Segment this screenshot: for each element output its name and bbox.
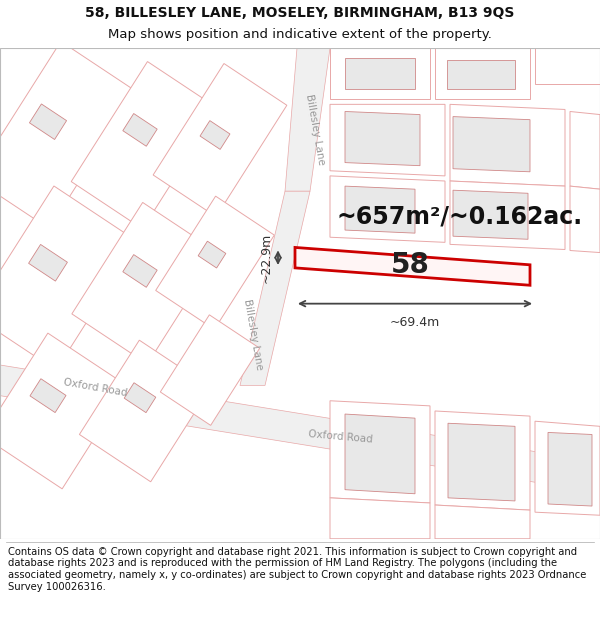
Polygon shape [79,340,211,482]
Polygon shape [450,104,565,186]
Polygon shape [453,190,528,239]
Polygon shape [124,382,156,412]
Polygon shape [435,505,530,539]
Polygon shape [330,498,430,539]
Polygon shape [345,186,415,233]
Text: 58, BILLESLEY LANE, MOSELEY, BIRMINGHAM, B13 9QS: 58, BILLESLEY LANE, MOSELEY, BIRMINGHAM,… [85,6,515,20]
Polygon shape [435,48,530,99]
Polygon shape [0,186,138,370]
Polygon shape [123,254,157,288]
Polygon shape [450,181,565,249]
Polygon shape [72,202,218,364]
Polygon shape [71,61,219,229]
Text: Oxford Road: Oxford Road [307,429,373,444]
Polygon shape [160,315,260,426]
Polygon shape [535,48,600,84]
Polygon shape [330,401,430,503]
Polygon shape [0,365,600,493]
Polygon shape [29,104,67,139]
Text: Contains OS data © Crown copyright and database right 2021. This information is : Contains OS data © Crown copyright and d… [8,547,586,592]
Text: ~22.9m: ~22.9m [260,232,273,282]
Polygon shape [345,58,415,89]
Polygon shape [345,111,420,166]
Text: ~69.4m: ~69.4m [390,316,440,329]
Polygon shape [548,432,592,506]
Polygon shape [345,414,415,494]
Polygon shape [0,41,136,229]
Polygon shape [285,48,330,191]
Polygon shape [448,423,515,501]
Text: Oxford Road: Oxford Road [62,377,128,398]
Polygon shape [435,411,530,510]
Polygon shape [0,333,128,489]
Polygon shape [330,104,445,176]
Polygon shape [453,117,530,172]
Polygon shape [29,244,67,281]
Polygon shape [240,191,310,386]
Text: Billesley Lane: Billesley Lane [242,298,264,371]
Polygon shape [295,248,530,285]
Polygon shape [570,111,600,189]
Polygon shape [153,64,287,217]
Polygon shape [447,61,515,89]
Polygon shape [535,421,600,515]
Polygon shape [198,241,226,268]
Text: ~657m²/~0.162ac.: ~657m²/~0.162ac. [337,205,583,229]
Polygon shape [155,196,274,329]
Polygon shape [30,379,66,412]
Polygon shape [330,176,445,242]
Polygon shape [200,121,230,149]
Polygon shape [123,114,157,146]
Text: Billesley Lane: Billesley Lane [304,94,326,166]
Text: 58: 58 [391,251,430,279]
Polygon shape [330,48,430,99]
Polygon shape [570,186,600,253]
Text: Map shows position and indicative extent of the property.: Map shows position and indicative extent… [108,28,492,41]
